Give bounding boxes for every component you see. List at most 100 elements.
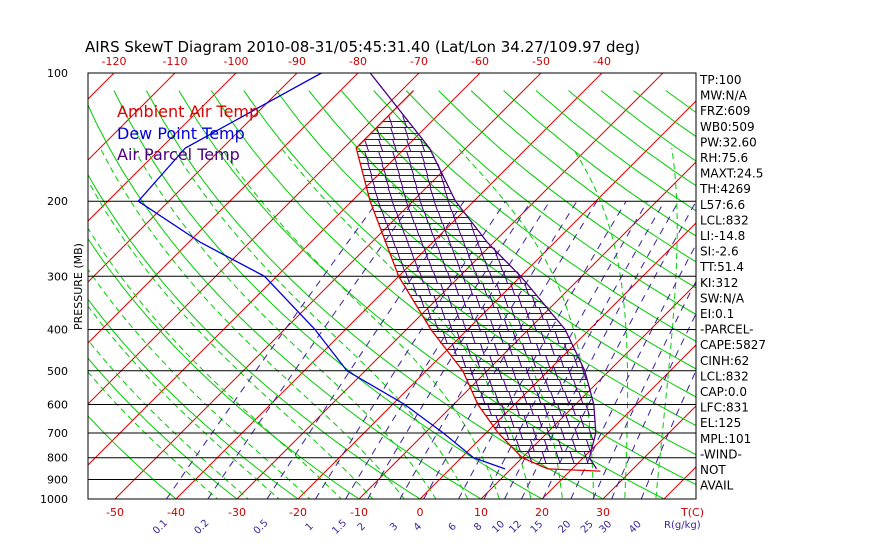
cape-hatch-mark xyxy=(414,223,420,236)
cape-hatch-mark xyxy=(483,367,489,380)
cape-hatch-mark xyxy=(456,223,462,236)
cape-hatch-mark xyxy=(488,379,494,392)
pressure-tick-label: 300 xyxy=(47,270,68,283)
cape-hatch-mark xyxy=(475,355,481,368)
stat-line: CAPE:5827 xyxy=(700,338,766,352)
isotherm-line xyxy=(786,73,870,499)
cape-hatch-mark xyxy=(571,403,576,416)
dry-adiabat-line xyxy=(88,298,299,499)
cape-hatch-mark xyxy=(461,295,467,308)
cape-hatch-mark xyxy=(578,391,584,404)
stat-line: NOT xyxy=(700,463,726,477)
mixing-ratio-line xyxy=(399,200,578,499)
temp-unit-label: T(C) xyxy=(680,506,704,519)
pressure-tick-label: 100 xyxy=(47,67,68,80)
moist-adiabat-line xyxy=(172,147,469,499)
stat-line: TH:4269 xyxy=(699,182,751,196)
mixing-ratio-line xyxy=(165,200,379,499)
cape-hatch-mark xyxy=(508,391,514,404)
y-axis-title: PRESSURE (MB) xyxy=(72,243,85,330)
top-temp-tick-label: -110 xyxy=(163,55,188,68)
dry-adiabat-line xyxy=(308,90,696,398)
stat-line: LFC:831 xyxy=(700,401,749,415)
top-temp-axis: -120 -110 -100 -90 -80 -70 -60 -50 -40 xyxy=(102,55,611,68)
dry-adiabat-line xyxy=(178,90,666,499)
cape-hatch-mark xyxy=(377,199,383,212)
cape-hatch-mark xyxy=(474,379,480,392)
dry-adiabat-line xyxy=(470,90,696,263)
cape-hatch-mark xyxy=(493,343,499,356)
mixing-ratio-tick-label: 12 xyxy=(507,519,524,536)
cape-hatch-mark xyxy=(428,223,434,236)
moist-adiabat-line xyxy=(280,147,532,499)
mixing-ratio-line xyxy=(592,280,696,499)
cape-hatch-mark xyxy=(412,283,418,296)
cape-hatch-mark xyxy=(442,331,448,344)
cape-hatch-mark xyxy=(583,451,589,464)
cape-hatch-mark xyxy=(428,259,434,272)
cape-hatch-mark xyxy=(503,295,509,308)
cape-hatch-mark xyxy=(443,187,449,200)
stat-line: EL:125 xyxy=(700,416,741,430)
cape-hatch-mark xyxy=(494,391,500,404)
stat-line: WB0:509 xyxy=(700,120,755,134)
isotherm-line xyxy=(88,73,420,405)
cape-hatch-mark xyxy=(434,319,440,332)
dry-adiabat-line xyxy=(145,90,605,499)
cape-hatch-mark xyxy=(503,271,508,284)
stat-line: PW:32.60 xyxy=(700,135,757,149)
cape-hatch-mark xyxy=(479,343,485,356)
dry-adiabat-line xyxy=(88,415,177,499)
stat-line: CINH:62 xyxy=(700,354,749,368)
cape-hatch-mark xyxy=(502,379,508,392)
cape-hatch-mark xyxy=(390,127,396,140)
dry-adiabat-line xyxy=(88,103,483,499)
cape-hatch-mark xyxy=(470,259,476,272)
cape-hatch-mark xyxy=(539,367,545,380)
dry-adiabat-line xyxy=(88,237,360,499)
dry-adiabat-line xyxy=(210,90,696,486)
isotherm-line xyxy=(114,73,542,499)
cape-hatch-mark xyxy=(526,331,532,344)
cape-hatch-mark xyxy=(487,403,492,416)
cape-hatch-mark xyxy=(538,307,544,320)
pressure-tick-label: 900 xyxy=(47,474,68,487)
cape-hatch-mark xyxy=(585,403,590,416)
dry-adiabat-grid xyxy=(88,90,696,499)
cape-hatch-mark xyxy=(518,427,524,440)
cape-hatch-mark xyxy=(388,115,394,128)
pressure-tick-label: 400 xyxy=(47,323,68,336)
cape-hatch-mark xyxy=(433,295,439,308)
cape-hatch-mark xyxy=(563,343,569,356)
top-temp-tick-label: -40 xyxy=(593,55,611,68)
cape-hatch-mark xyxy=(523,415,529,428)
cape-hatch-mark xyxy=(381,211,387,224)
cape-hatch-mark xyxy=(567,367,573,380)
cape-hatch-mark xyxy=(391,199,397,212)
cape-hatch-mark xyxy=(524,307,530,320)
cape-hatch-mark xyxy=(426,307,432,320)
dry-adiabat-line xyxy=(665,90,696,114)
dry-adiabat-line xyxy=(373,90,696,343)
stat-line: LCL:832 xyxy=(700,369,749,383)
isotherm-line xyxy=(419,222,696,499)
cape-hatch-mark xyxy=(504,427,510,440)
stat-line: KI:312 xyxy=(700,276,738,290)
cape-hatch-mark xyxy=(529,439,535,452)
cape-hatch-mark xyxy=(440,283,446,296)
stat-line: CAP:0.0 xyxy=(700,385,747,399)
cape-hatch-mark xyxy=(414,259,420,272)
mixing-ratio-tick-label: 40 xyxy=(627,519,644,536)
cape-hatch-mark xyxy=(451,247,457,260)
cape-hatch-mark xyxy=(541,451,547,464)
cape-hatch-mark xyxy=(572,379,578,392)
plot-frame xyxy=(87,72,697,500)
cape-hatch-mark xyxy=(532,427,538,440)
cape-hatch-mark xyxy=(569,451,575,464)
cape-hatch-mark xyxy=(423,163,429,176)
cape-hatch-mark xyxy=(558,379,564,392)
mixing-ratio-tick-label: 25 xyxy=(579,519,596,536)
cape-hatch-mark xyxy=(400,223,406,236)
mixing-ratio-unit-label: R(g/kg) xyxy=(664,520,701,531)
parcel-temp-line xyxy=(369,73,598,470)
